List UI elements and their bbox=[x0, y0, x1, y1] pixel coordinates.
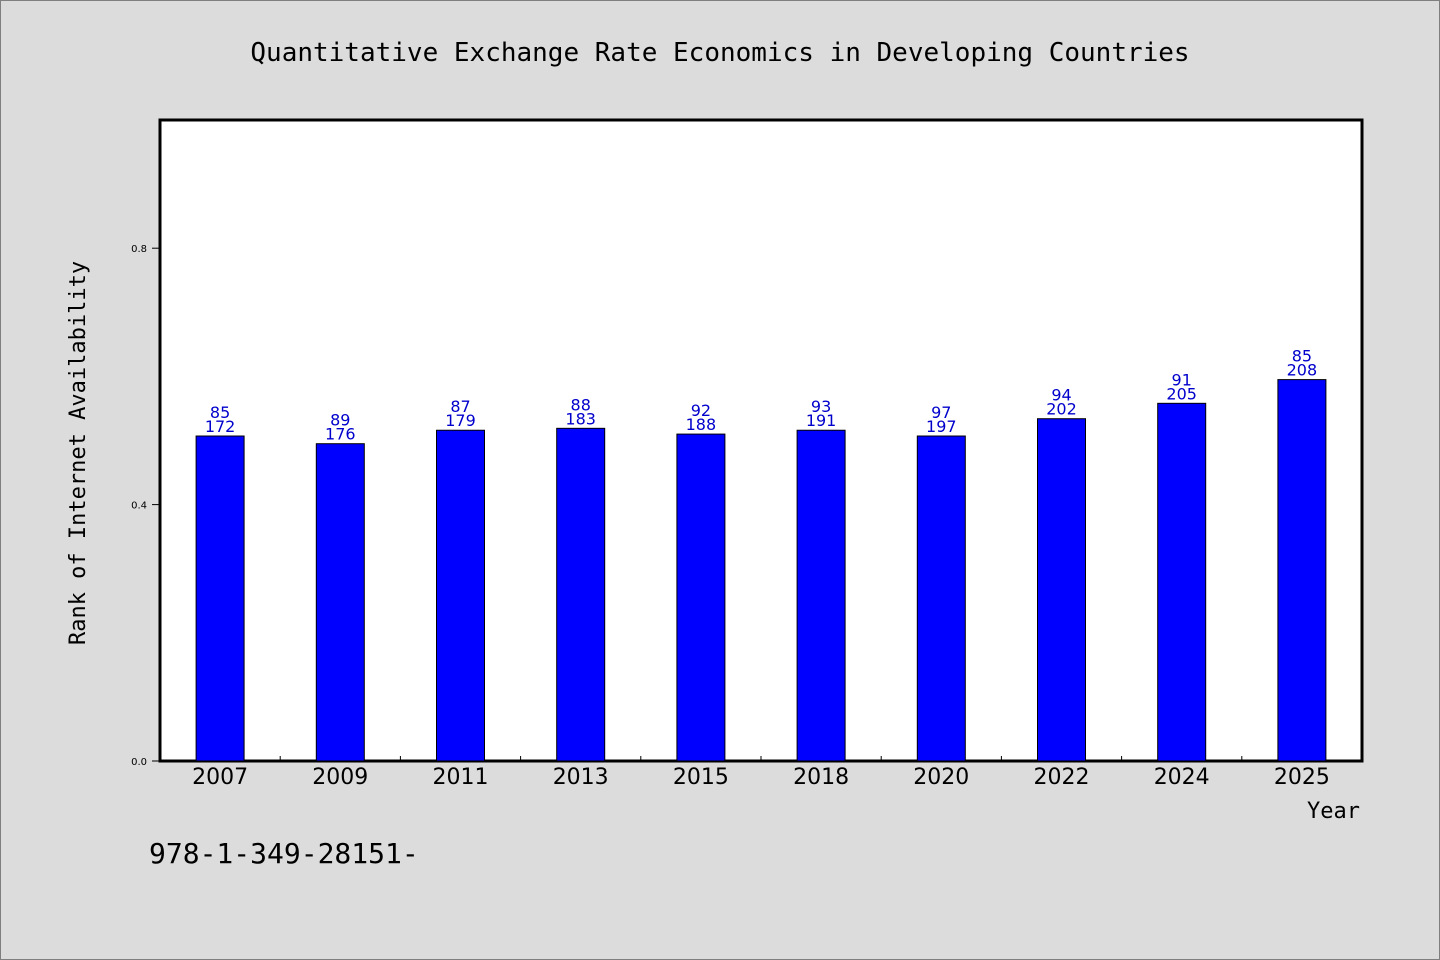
bar-2013 bbox=[556, 427, 606, 762]
bar-label-bottom: 172 bbox=[205, 417, 236, 436]
bar-label-top: 87 bbox=[450, 397, 470, 416]
bar-label-top: 93 bbox=[811, 397, 831, 416]
bar-label-bottom: 205 bbox=[1166, 384, 1197, 403]
isbn-footer: 978-1-349-28151- bbox=[149, 837, 419, 870]
x-axis-tick-labels: 2007 2009 2011 2013 2015 2018 2020 2022 2024 2025 bbox=[192, 765, 1330, 790]
x-axis-label: Year bbox=[1307, 799, 1360, 824]
bar-label-top: 94 bbox=[1051, 386, 1071, 405]
bar-label-bottom: 197 bbox=[926, 417, 957, 436]
bar-2009 bbox=[315, 443, 365, 762]
y-tick-label: 0.4 bbox=[131, 501, 147, 512]
bar-label-top: 85 bbox=[1292, 347, 1312, 366]
y-tick-label: 0.0 bbox=[131, 757, 147, 768]
x-tick-label: 2007 bbox=[192, 765, 248, 790]
bar-label-top: 92 bbox=[691, 401, 711, 420]
x-tick-label: 2022 bbox=[1034, 765, 1090, 790]
bar-2011 bbox=[436, 429, 485, 762]
bar-label-bottom: 191 bbox=[806, 411, 837, 430]
bar-label-bottom: 208 bbox=[1287, 361, 1318, 380]
bar-label-bottom: 188 bbox=[686, 415, 717, 434]
bar-label-bottom: 176 bbox=[325, 425, 356, 444]
bar-label-top: 89 bbox=[330, 411, 350, 430]
bar-label-top: 85 bbox=[210, 403, 230, 422]
y-axis: 0.0 0.4 0.8 bbox=[131, 244, 160, 768]
x-tick-label: 2013 bbox=[553, 765, 609, 790]
bar-2007 bbox=[195, 435, 245, 762]
chart-title: Quantitative Exchange Rate Economics in … bbox=[250, 38, 1189, 68]
bar-2015 bbox=[676, 433, 726, 762]
bar-label-bottom: 183 bbox=[565, 409, 596, 428]
x-axis-separators bbox=[279, 756, 1243, 761]
y-tick-label: 0.8 bbox=[131, 244, 147, 255]
bar-series bbox=[195, 379, 1327, 762]
x-tick-label: 2009 bbox=[312, 765, 368, 790]
bar-2024 bbox=[1157, 402, 1207, 762]
x-tick-label: 2020 bbox=[913, 765, 969, 790]
bar-2020 bbox=[916, 435, 966, 762]
bar-label-bottom: 179 bbox=[445, 411, 476, 430]
bar-2025 bbox=[1277, 379, 1327, 762]
bar-2018 bbox=[796, 429, 846, 762]
bar-label-top: 88 bbox=[571, 395, 591, 414]
bar-label-bottom: 202 bbox=[1046, 400, 1077, 419]
bar-label-top: 91 bbox=[1172, 370, 1192, 389]
x-tick-label: 2024 bbox=[1154, 765, 1210, 790]
bar-2022 bbox=[1037, 418, 1086, 762]
x-tick-label: 2011 bbox=[433, 765, 489, 790]
y-axis-label: Rank of Internet Availability bbox=[66, 261, 91, 645]
bar-label-top: 97 bbox=[931, 403, 951, 422]
x-tick-label: 2018 bbox=[793, 765, 849, 790]
x-tick-label: 2025 bbox=[1274, 765, 1330, 790]
x-tick-label: 2015 bbox=[673, 765, 729, 790]
